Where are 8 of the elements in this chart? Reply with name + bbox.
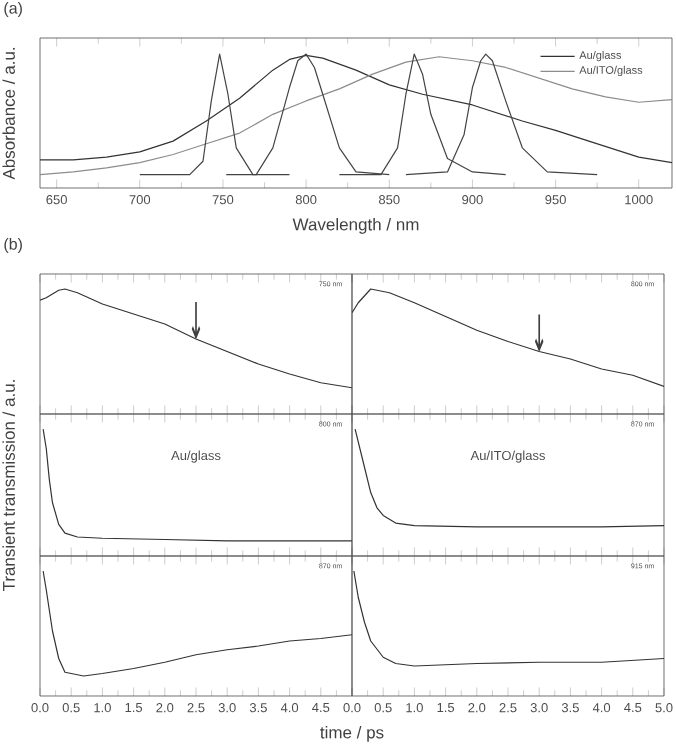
chart-title: (a) (4, 2, 22, 17)
x-axis-title: time / ps (320, 725, 384, 742)
y-axis-title: Transient transmission / a.u. (2, 380, 15, 592)
annotation: ↓ (191, 301, 201, 339)
chart-title: (b) (4, 238, 22, 253)
y-axis-title: Absorbance / a.u. (2, 47, 15, 180)
x-axis-title: Wavelength / nm (292, 217, 419, 234)
annotation: ↓ (534, 314, 544, 352)
